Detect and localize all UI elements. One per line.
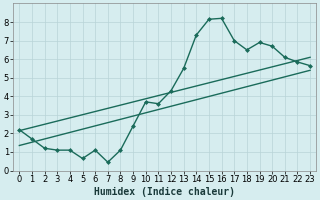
X-axis label: Humidex (Indice chaleur): Humidex (Indice chaleur): [94, 186, 235, 197]
